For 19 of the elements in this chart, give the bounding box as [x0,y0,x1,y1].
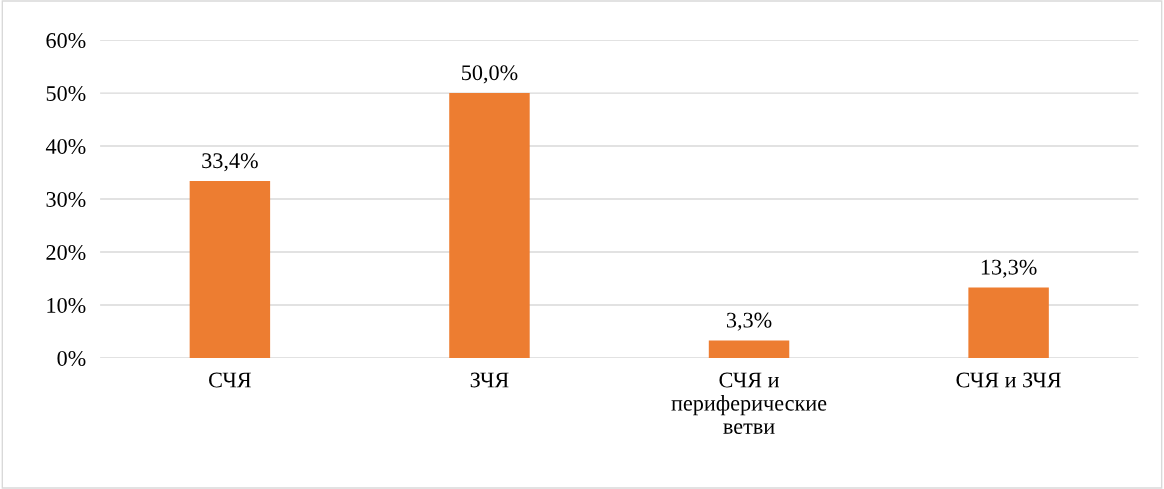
y-tick-label: 60% [46,33,86,49]
y-tick-label: 10% [47,297,86,313]
bar [189,181,271,358]
y-tick-label: 30% [46,191,86,208]
data-label: 50,0% [462,65,518,84]
x-tick-label: СЧЯ [209,372,252,388]
x-tick-label: СЧЯ и периферические ветви [671,372,827,434]
y-tick-label: 40% [45,138,86,155]
data-label: 3,3% [726,312,772,331]
x-tick-label: ЗЧЯ [470,372,509,388]
y-tick-label: 20% [46,244,86,260]
bar [968,287,1049,358]
y-tick-label: 0% [57,350,86,366]
x-tick-label: СЧЯ и ЗЧЯ [956,372,1062,388]
data-label: 33,4% [202,153,258,172]
bar [449,93,530,358]
data-label: 13,3% [981,259,1037,278]
y-tick-label: 50% [46,86,86,102]
bar [708,340,790,358]
